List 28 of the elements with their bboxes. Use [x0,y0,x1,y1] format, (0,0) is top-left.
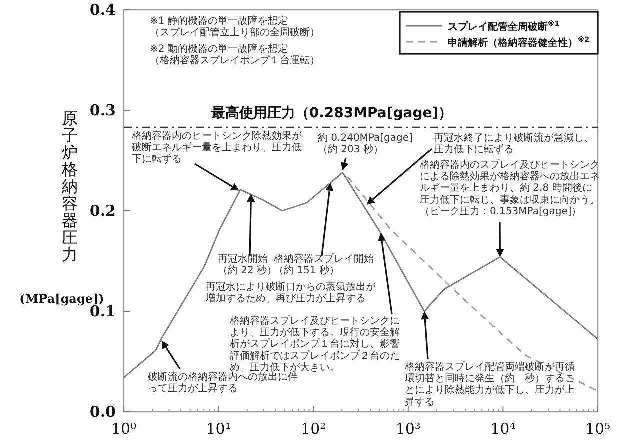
x-tick-label: 10⁰ [111,420,137,438]
ref-line-label: 最高使用圧力（0.283MPa[gage]） [210,104,453,122]
annotation: ※2 動的機器の単一故障を想定（格納容器スプレイポンプ１台運転） [150,44,320,67]
y-tick-label: 0.2 [90,202,116,220]
annotation: 約 0.240MPa[gage]（約 203 秒） [318,133,414,156]
x-tick-label: 10² [301,420,326,438]
annotation: 格納容器内のヒートシンク除熱効果が破断エネルギー量を上まわり、圧力低下に転ずる [131,130,303,166]
annotation: 格納容器スプレイ配管両端破断が再循環切替と同時に発生（約 秒）することにより除熱能力が低下し、圧力が上昇する [404,361,575,408]
x-tick-label: 10³ [396,420,421,438]
annotation: 再冠水により破断口からの蒸気放出が増加するため、再び圧力が上昇する [206,282,376,305]
y-tick-label: 0.3 [90,102,116,120]
ref-line: 最高使用圧力（0.283MPa[gage]） [124,106,598,128]
legend-label: スプレイ配管全周破断$^{※1}$ [448,20,560,33]
x-tick-label: 10¹ [206,420,232,438]
annotation: 格納容器内のヒートシンク除熱効果が破断エネルギー量を上まわり、圧力低下に転ずる [132,131,302,191]
annotation: 格納容器内のスプレイ及びヒートシンクによる除熱効果が格納容器への放出エネルギー量を上まわり、約 2.8 時間後に圧力低下に転じ、事象は収束に向かう。（ピーク圧力：0.153MPa[gage]） [420,160,600,258]
annotation: 格納容器スプレイ及びヒートシンクにより、圧力が低下する。現行の安全解析がスプレイポンプ１台に対し、影響評価解析ではスプレイポンプ２台のため、圧力低下が大きい。 [229,315,400,374]
x-tick-label: 10⁵ [585,420,611,438]
annotation: 破断流の格納容器内への放出に伴って圧力が上昇する [147,371,298,395]
annotation: ※1 静的機器の単一故障を想定（スプレイ配管立上り部の全周破断） [150,16,320,39]
annotation: 約 0.240MPa[gage]（約 203 秒） [318,133,413,171]
y-tick-label: 0.0 [90,403,116,421]
y-tick-label: 0.4 [90,1,116,19]
x-tick-label: 10⁴ [490,420,516,438]
annotation: 格納容器内のスプレイ及びヒートシンクによる除熱効果が格納容器への放出エネルギー量を上まわり、約 2.8 時間後に圧力低下に転じ、事象は収束に向かう。（ピーク圧力：0.153MPa[gage]） [419,159,600,218]
annotation: 格納容器スプレイ配管両端破断が再循環切替と同時に発生（約 秒）することにより除熱能力が低下し、圧力が上昇する [405,312,575,408]
legend-label: 申請解析（格納容器健全性）$^{※2}$ [448,36,590,49]
annotation: 再冠水終了により破断流が急減し、圧力低下に転ずる [434,132,594,156]
